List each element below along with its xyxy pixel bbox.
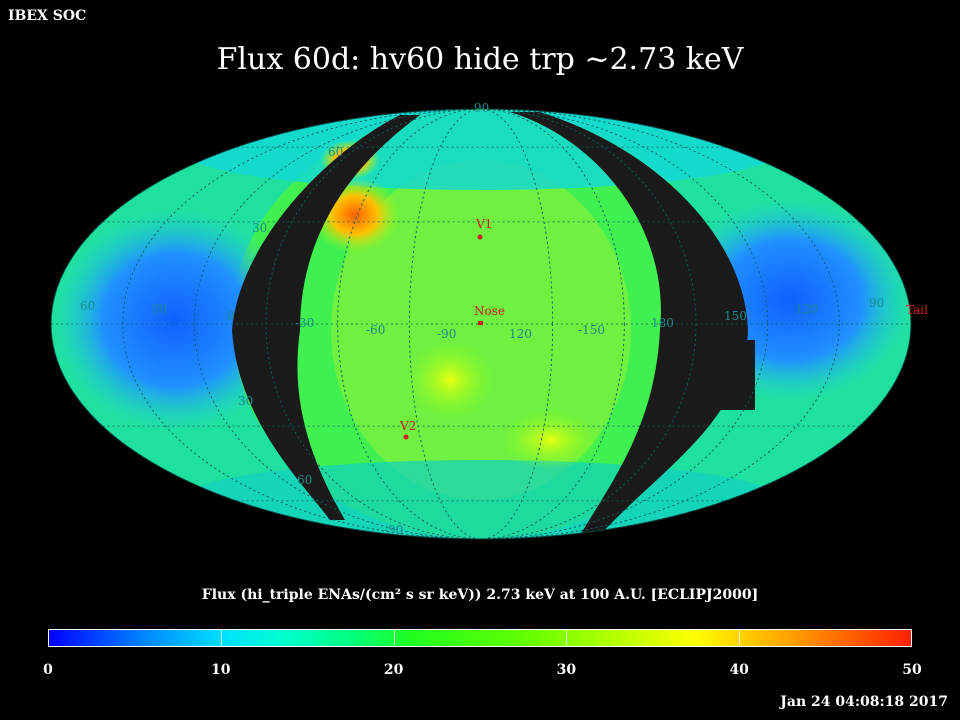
- lat-label: 60: [328, 145, 343, 159]
- no-data-band-right: [510, 112, 748, 535]
- flux-map-body: [51, 109, 911, 539]
- colorbar-divider: [220, 629, 222, 647]
- lat-label: -90: [384, 523, 403, 537]
- lon-label: 120: [795, 302, 818, 316]
- lat-label: 30: [252, 221, 267, 235]
- lon-label: 0: [227, 309, 235, 323]
- colorbar-title: Flux (hi_triple ENAs/(cm² s sr keV)) 2.7…: [201, 587, 759, 603]
- latitude-labels: 90 60 30 30 60 -90: [238, 101, 489, 537]
- marker-v1-dot: [477, 234, 483, 240]
- marker-nose-dot: [478, 321, 483, 325]
- colorbar-divider: [739, 629, 741, 647]
- marker-v1-label: V1: [475, 217, 492, 231]
- lat-label: 60: [297, 473, 312, 487]
- colorbar-divider: [393, 629, 395, 647]
- colorbar-tick-label: 0: [43, 662, 53, 678]
- lon-label: -90: [437, 327, 456, 341]
- marker-tail-label: Tail: [906, 303, 928, 317]
- organization-label: IBEX SOC: [8, 8, 87, 24]
- timestamp: Jan 24 04:08:18 2017: [780, 694, 948, 710]
- lat-label: 30: [238, 394, 253, 408]
- colorbar-tick-label: 50: [902, 662, 922, 678]
- map-title: Flux 60d: hv60 hide trp ~2.73 keV: [216, 42, 744, 77]
- longitude-labels: 60 30 0 -30 -60 -90 120 -150 180 150 120…: [80, 296, 884, 341]
- marker-nose-label: Nose: [474, 304, 505, 318]
- colorbar-tick-label: 10: [211, 662, 231, 678]
- colorbar-tick-label: 40: [729, 662, 749, 678]
- markers: V1 Nose V2 Tail: [399, 217, 928, 440]
- lon-label: 150: [724, 309, 747, 323]
- colorbar-divider: [566, 629, 568, 647]
- meridian-line: [337, 109, 625, 539]
- marker-v2-dot: [403, 434, 409, 440]
- lon-label: 90: [869, 296, 884, 310]
- marker-v2-label: V2: [399, 419, 416, 433]
- lat-label: 90: [474, 101, 489, 115]
- colorbar-tick-label: 20: [383, 662, 404, 678]
- lon-label: -30: [295, 316, 314, 330]
- colorbar: [48, 629, 912, 647]
- lon-label: -150: [578, 323, 605, 337]
- lon-label: 60: [80, 299, 95, 313]
- lon-label: -60: [366, 323, 385, 337]
- lon-label: 180: [651, 316, 674, 330]
- sky-map: 60 30 0 -30 -60 -90 120 -150 180 150 120…: [50, 101, 928, 540]
- colorbar-tick-label: 30: [556, 662, 577, 678]
- lon-label: 30: [152, 302, 167, 316]
- meridian-line: [122, 109, 840, 539]
- no-data-band-left: [232, 115, 420, 520]
- lon-label: 120: [509, 327, 532, 341]
